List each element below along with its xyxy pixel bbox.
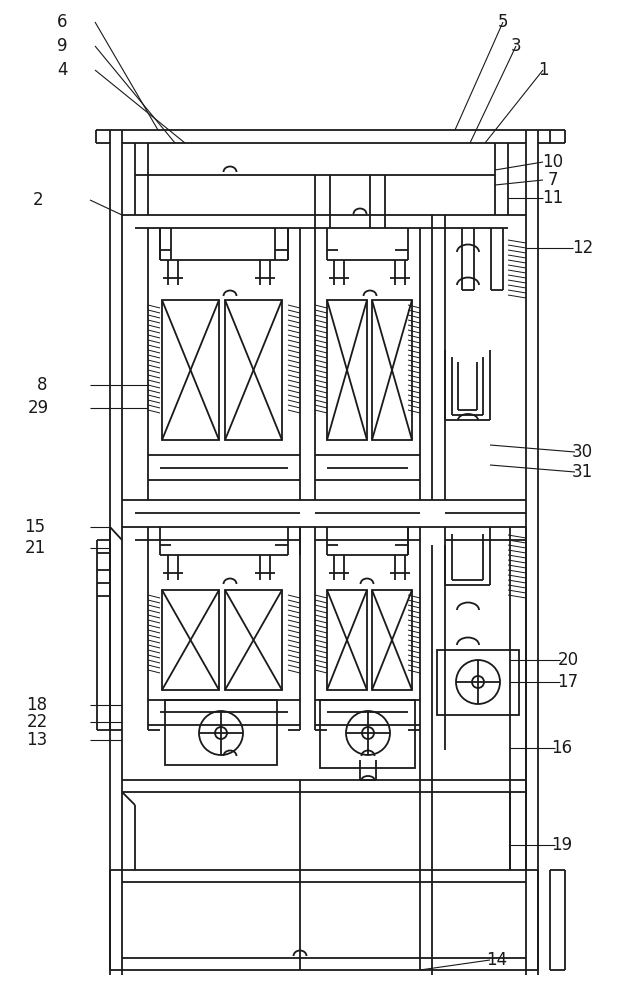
Text: 18: 18 [27,696,47,714]
Bar [437,650,519,715]
Text: 8: 8 [37,376,47,394]
Bar [225,590,282,690]
Text: 21: 21 [25,539,45,557]
Bar [162,590,219,690]
Text: 12: 12 [572,239,594,257]
Text: 22: 22 [27,713,47,731]
Text: 16: 16 [551,739,572,757]
Text: 14: 14 [487,951,507,969]
Text: 1: 1 [538,61,548,79]
Bar [372,300,412,440]
Text: 2: 2 [33,191,44,209]
Bar [320,700,415,768]
Bar [327,300,367,440]
Bar [162,300,219,440]
Bar [327,590,367,690]
Text: 17: 17 [557,673,579,691]
Text: 10: 10 [543,153,563,171]
Text: 7: 7 [548,171,558,189]
Text: 9: 9 [57,37,68,55]
Text: 4: 4 [57,61,68,79]
Text: 3: 3 [510,37,521,55]
Text: 19: 19 [551,836,572,854]
Text: 30: 30 [572,443,593,461]
Text: 29: 29 [27,399,49,417]
Text: 13: 13 [27,731,47,749]
Text: 31: 31 [572,463,593,481]
Text: 20: 20 [557,651,579,669]
Text: 15: 15 [25,518,45,536]
Bar [372,590,412,690]
Text: 5: 5 [498,13,508,31]
Bar [225,300,282,440]
Text: 6: 6 [57,13,68,31]
Text: 11: 11 [543,189,563,207]
Bar [165,700,277,765]
